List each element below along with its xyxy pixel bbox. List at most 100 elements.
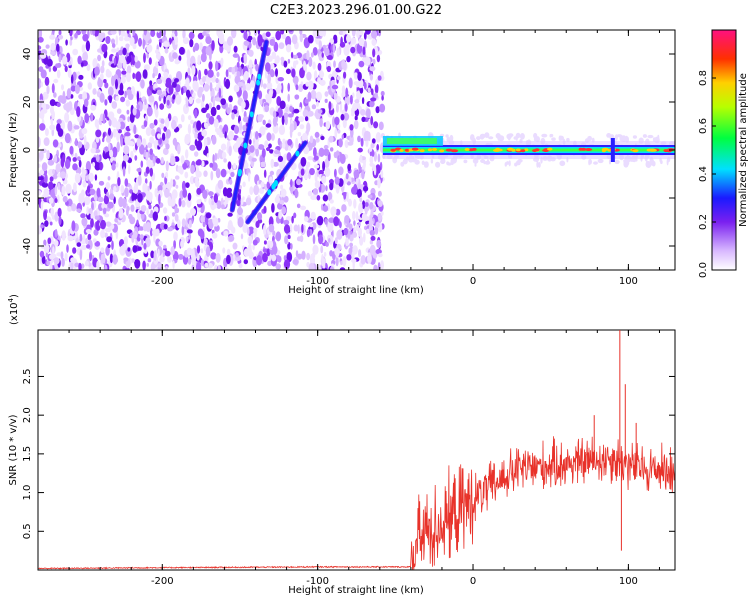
spectrogram-xlabel: Height of straight line (km) (288, 285, 424, 296)
spectrogram-noise-cell (204, 122, 209, 129)
spectrogram-noise-cell (324, 91, 329, 97)
spectrogram-noise-cell (160, 156, 164, 164)
spectrogram-noise-cell (195, 98, 202, 104)
colorbar-tick-label: 0.4 (698, 166, 709, 182)
spectrogram-noise-cell (121, 243, 128, 251)
spectrogram-noise-cell (306, 71, 312, 81)
spectrogram-haze-cell (614, 159, 620, 165)
spectrogram-noise-cell (228, 145, 232, 157)
spectrogram-noise-cell (305, 81, 310, 87)
colorbar-tick-label: 0.8 (698, 70, 709, 86)
spectrogram-noise-cell (226, 187, 232, 193)
spectrogram-noise-cell (239, 120, 243, 131)
spectrogram-noise-cell (142, 182, 148, 194)
spectrogram-noise-cell (161, 132, 166, 141)
spectrogram-noise-cell (69, 39, 73, 46)
spectrogram-noise-cell (146, 192, 149, 197)
spectrogram-noise-cell (116, 108, 122, 114)
spectrogram-noise-cell (255, 63, 260, 72)
spectrogram-noise-cell (280, 56, 285, 62)
spectrogram-noise-cell (325, 120, 331, 130)
spectrogram-noise-cell (227, 36, 233, 46)
spectrogram-noise-cell (324, 47, 330, 57)
spectrogram-noise-cell (95, 154, 100, 163)
spectrogram-noise-cell (343, 227, 349, 236)
spectrogram-noise-cell (143, 242, 147, 250)
spectrogram-noise-cell (89, 188, 96, 196)
spectrogram-noise-cell (72, 48, 79, 56)
spectrogram-noise-cell (194, 132, 198, 139)
spectrogram-noise-cell (363, 232, 366, 243)
spectrogram-noise-cell (69, 145, 74, 155)
spectrogram-streak-hotspot (243, 142, 248, 149)
spectrogram-noise-cell (301, 223, 304, 233)
spectrogram-noise-cell (328, 101, 332, 111)
spectrogram-noise-cell (53, 78, 59, 84)
spectrogram-noise-cell (222, 127, 226, 135)
spectrogram-noise-cell (196, 245, 201, 254)
spectrogram-noise-cell (275, 75, 280, 84)
spectrogram-haze-cell (435, 161, 441, 168)
spectrogram-noise-cell (61, 84, 64, 91)
spectrogram-noise-cell (358, 249, 362, 258)
spectrogram-noise-cell (80, 244, 87, 250)
spectrogram-noise-cell (364, 206, 368, 215)
spectrogram-noise-cell (271, 254, 277, 262)
spectrogram-noise-cell (88, 208, 93, 214)
spectrogram-noise-cell (280, 82, 284, 94)
spectrogram-noise-cell (237, 216, 244, 228)
spectrogram-noise-cell (70, 260, 74, 270)
spectrogram-noise-cell (146, 44, 153, 53)
spectrogram-noise-cell (323, 148, 330, 156)
spectrogram-noise-cell (72, 247, 77, 254)
spectrogram-noise-cell (328, 217, 335, 223)
spectrogram-noise-cell (356, 30, 360, 38)
spectrogram-noise-cell (228, 95, 233, 103)
spectrogram-noise-cell (377, 200, 383, 208)
spectrogram-noise-cell (64, 65, 68, 73)
signal-band-peak (419, 149, 425, 153)
spectrogram-noise-cell (148, 204, 152, 210)
spectrogram-noise-cell (123, 154, 129, 162)
spectrogram-noise-cell (100, 219, 106, 230)
spectrogram-noise-cell (76, 208, 82, 213)
spectrogram-noise-cell (68, 60, 72, 66)
spectrogram-noise-cell (167, 196, 172, 207)
spectrogram-noise-cell (370, 97, 377, 102)
spectrogram-noise-cell (100, 253, 105, 264)
spectrogram-noise-cell (210, 106, 217, 117)
spectrogram-noise-cell (79, 249, 83, 261)
spectrogram-noise-cell (127, 247, 131, 252)
spectrogram-noise-cell (81, 30, 87, 35)
spectrogram-noise-cell (275, 30, 282, 41)
spectrogram-noise-cell (109, 193, 115, 201)
spectrogram-noise-cell (105, 221, 112, 227)
spectrogram-noise-cell (40, 109, 45, 120)
signal-band-peak (632, 149, 639, 153)
spectrogram-noise-cell (109, 253, 113, 264)
signal-band-peak (578, 147, 583, 151)
spectrogram-noise-cell (172, 137, 178, 146)
spectrogram-noise-cell (61, 230, 66, 241)
signal-band-peak (584, 148, 593, 151)
spectrogram-noise-cell (236, 137, 241, 148)
spectrogram-noise-cell (342, 255, 347, 267)
spectrogram-noise-cell (120, 96, 126, 103)
spectrogram-noise-cell (257, 90, 263, 100)
spectrogram-haze-cell (593, 161, 598, 165)
spectrogram-noise-cell (315, 137, 320, 143)
spectrogram-noise-cell (49, 176, 54, 182)
spectrogram-noise-cell (278, 210, 283, 220)
spectrogram-noise-cell (321, 52, 324, 58)
spectrogram-noise-cell (122, 47, 127, 56)
spectrogram-noise-cell (263, 205, 267, 214)
spectrogram-noise-cell (241, 104, 244, 113)
spectrogram-noise-cell (310, 253, 314, 264)
spectrogram-noise-cell (99, 73, 104, 80)
spectrogram-noise-cell (153, 250, 157, 262)
spectrogram-noise-cell (233, 144, 237, 151)
spectrogram-streak-hotspot (238, 168, 242, 175)
spectrogram-noise-cell (360, 202, 363, 213)
spectrogram-noise-cell (313, 155, 319, 161)
spectrogram-noise-cell (275, 55, 280, 64)
